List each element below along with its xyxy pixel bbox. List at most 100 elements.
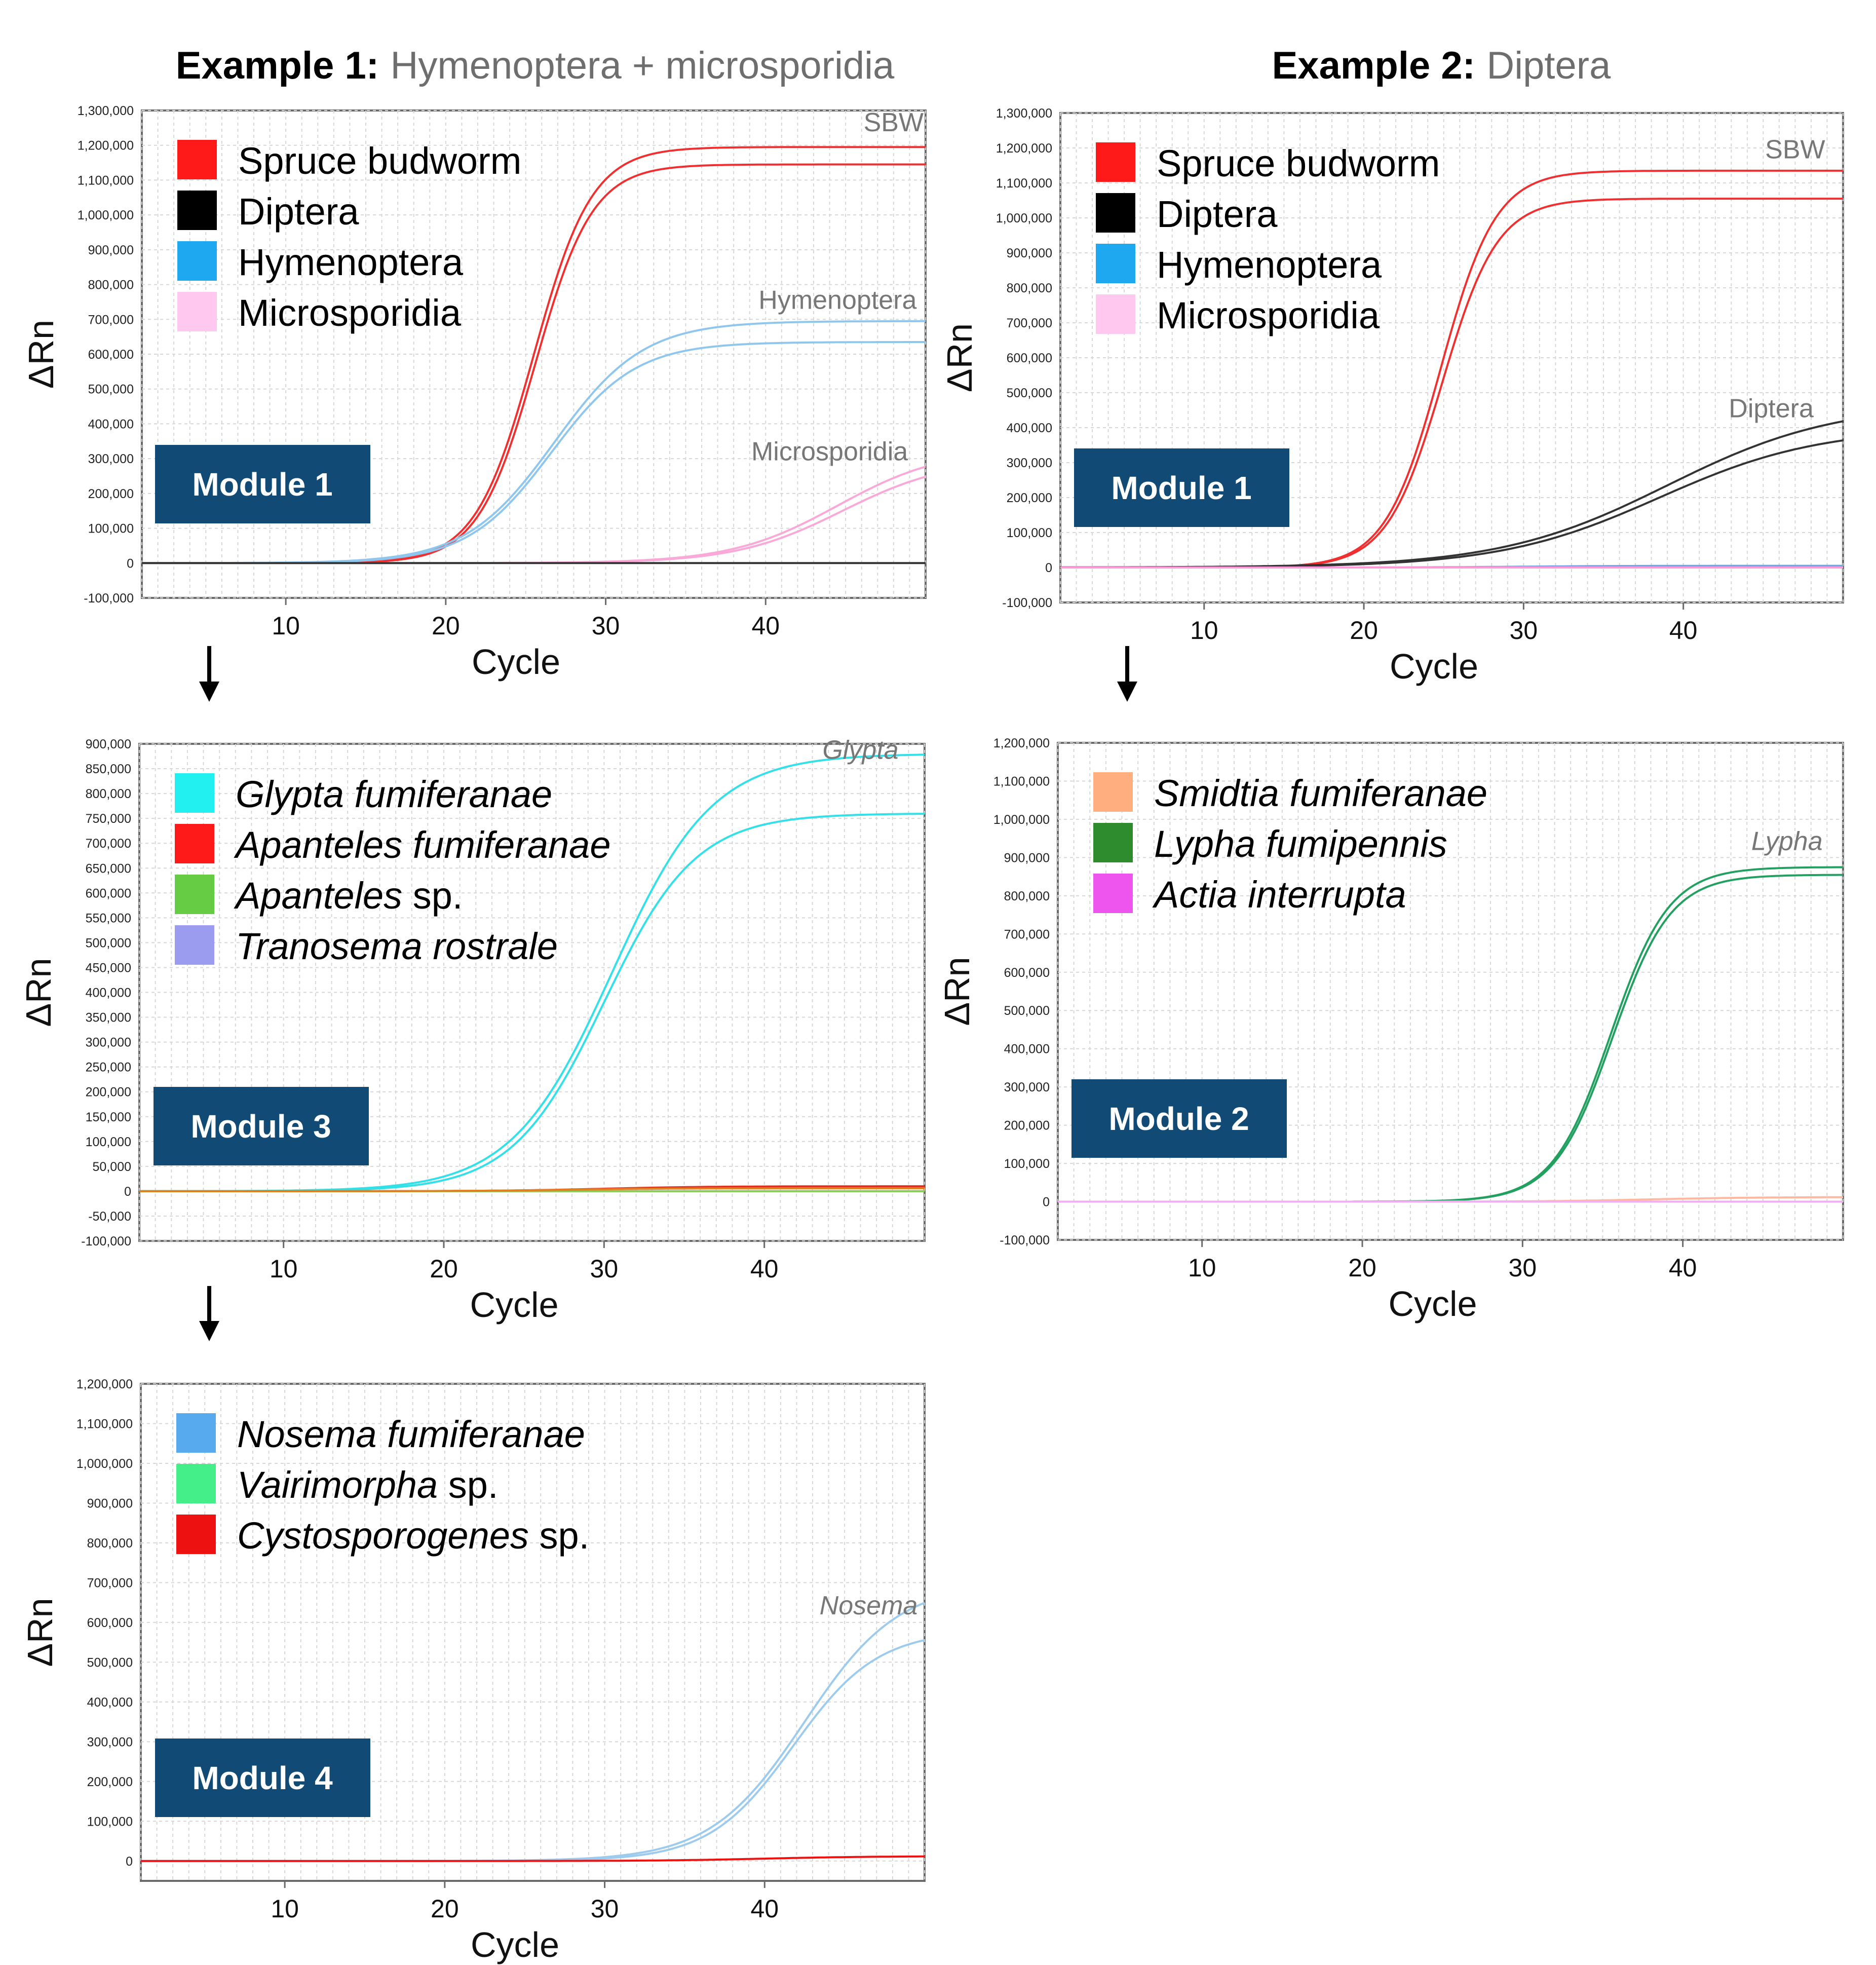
y-tick-label: 800,000	[88, 278, 134, 292]
legend: Smidtia fumiferanae Lypha fumipennis Actia…	[1093, 772, 1487, 916]
legend: Spruce budworm Diptera Hymenoptera Microspo…	[1096, 142, 1440, 336]
y-tick-label: 650,000	[86, 861, 131, 876]
y-tick-label: 600,000	[86, 886, 131, 900]
y-tick-label: 200,000	[86, 1085, 131, 1100]
y-tick-label: 800,000	[1007, 281, 1052, 295]
y-tick-label: 300,000	[88, 452, 134, 466]
y-tick-label: 1,000,000	[78, 208, 134, 222]
legend-label-italic: Nosema fumiferanae	[237, 1413, 585, 1455]
x-tick-label: 30	[590, 1255, 619, 1283]
legend-label-italic: Apanteles fumiferanae	[234, 824, 610, 866]
y-tick-label: 700,000	[86, 837, 131, 851]
legend-swatch	[175, 925, 214, 965]
annotation-label: Nosema	[820, 1591, 918, 1620]
module-badge: Module 1	[1074, 448, 1289, 527]
legend-label: Actia interrupta	[1152, 874, 1406, 916]
annotation-label: SBW	[864, 108, 924, 137]
y-tick-label: 1,300,000	[996, 106, 1052, 121]
y-tick-label: -100,000	[81, 1234, 131, 1249]
legend: Glypta fumiferanae Apanteles fumiferanae A…	[175, 773, 610, 967]
y-tick-label: 600,000	[88, 348, 134, 362]
legend-swatch	[1096, 142, 1135, 182]
legend-label: Vairimorpha sp.	[237, 1464, 498, 1506]
legend-swatch	[176, 1515, 216, 1554]
chart-ex2-module1: -100,000 0 100,000 200,000 300,000 400,000 500…	[940, 106, 1844, 686]
module-badge: Module 2	[1071, 1079, 1287, 1158]
y-tick-label: 300,000	[87, 1735, 133, 1749]
annotation-label: Lypha	[1751, 826, 1823, 856]
legend-label: Glypta fumiferanae	[236, 773, 552, 815]
legend-swatch	[176, 1464, 216, 1503]
arrow-down-icon	[199, 1286, 219, 1341]
y-tick-label: -100,000	[1002, 596, 1052, 610]
legend-swatch	[1096, 294, 1135, 334]
y-tick-label: 1,100,000	[996, 176, 1052, 191]
series-group	[142, 146, 926, 564]
y-tick-label: 1,200,000	[996, 141, 1052, 156]
annotation-label: Glypta	[822, 735, 898, 765]
x-axis-label: Cycle	[1390, 647, 1478, 686]
y-tick-label: 200,000	[1007, 491, 1052, 505]
y-tick-label: 800,000	[87, 1536, 133, 1551]
y-tick-label: 1,200,000	[76, 1377, 133, 1391]
arrow-down-icon	[199, 646, 219, 702]
gridlines	[1060, 112, 1844, 603]
module-badge-label: Module 4	[192, 1760, 333, 1796]
y-tick-label: 850,000	[86, 762, 131, 776]
x-tick-label: 20	[431, 1895, 459, 1923]
x-tick-label: 30	[592, 612, 620, 640]
gridlines	[141, 110, 926, 598]
y-tick-label: 100,000	[86, 1135, 131, 1149]
y-tick-label: 300,000	[1004, 1080, 1050, 1094]
y-tick-label: 0	[126, 1855, 133, 1869]
y-tick-label: 1,000,000	[996, 211, 1052, 225]
y-tick-label: 1,000,000	[76, 1457, 133, 1471]
y-tick-label: -50,000	[88, 1210, 131, 1224]
y-tick-label: 350,000	[86, 1011, 131, 1025]
legend-label: Diptera	[1157, 193, 1278, 235]
x-tick-label: 30	[591, 1895, 619, 1923]
series-line	[141, 1855, 925, 1862]
legend-swatch	[177, 292, 217, 331]
legend-swatch	[177, 140, 217, 179]
y-tick-label: -100,000	[84, 591, 134, 606]
legend-label-italic: Cystosporogenes	[237, 1515, 529, 1557]
y-tick-label: 800,000	[1004, 889, 1050, 903]
y-tick-label: 100,000	[1007, 526, 1052, 540]
y-tick-label: 600,000	[1004, 966, 1050, 980]
y-tick-label: 500,000	[88, 383, 134, 397]
y-tick-label: -100,000	[1000, 1233, 1050, 1248]
y-tick-label: 900,000	[1004, 851, 1050, 865]
legend-label-italic: Smidtia fumiferanae	[1154, 772, 1487, 814]
legend-label: Microsporidia	[1157, 294, 1380, 336]
x-tick-label: 40	[1669, 616, 1698, 645]
legend-label: Apanteles sp.	[234, 875, 463, 917]
x-tick-label: 30	[1509, 1254, 1537, 1282]
legend-swatch	[175, 875, 214, 914]
chart-ex2-module2: -100,000 0 100,000 200,000 300,000 400,000 500…	[937, 736, 1844, 1324]
module-badge-box	[154, 1087, 369, 1165]
legend-swatch	[1093, 772, 1133, 812]
y-axis-label: ΔRn	[19, 958, 58, 1027]
y-tick-label: 400,000	[88, 417, 134, 431]
series-group	[1060, 169, 1843, 569]
legend-label-italic: Lypha fumipennis	[1154, 823, 1447, 865]
arrow-down-icon	[1117, 646, 1137, 702]
y-tick-label: 900,000	[1007, 246, 1052, 260]
y-tick-label: 100,000	[1004, 1157, 1050, 1171]
module-badge-box	[155, 1739, 370, 1817]
y-tick-label: 550,000	[86, 911, 131, 925]
y-tick-label: 800,000	[86, 787, 131, 801]
legend-label: Apanteles fumiferanae	[234, 824, 610, 866]
legend-label: Diptera	[238, 191, 359, 233]
x-tick-label: 40	[750, 1255, 779, 1283]
y-tick-label: 450,000	[86, 961, 131, 975]
title-example-2-text: Diptera	[1486, 44, 1611, 87]
module-badge-label: Module 1	[192, 466, 332, 503]
y-axis-label: ΔRn	[21, 320, 61, 389]
annotation-label: SBW	[1765, 135, 1825, 165]
legend-label-italic: Tranosema rostrale	[236, 925, 558, 967]
y-tick-label: 400,000	[1007, 421, 1052, 435]
svg-text:Example 2: Diptera: Example 2: Diptera	[1272, 44, 1611, 87]
y-tick-label: 250,000	[86, 1061, 131, 1075]
